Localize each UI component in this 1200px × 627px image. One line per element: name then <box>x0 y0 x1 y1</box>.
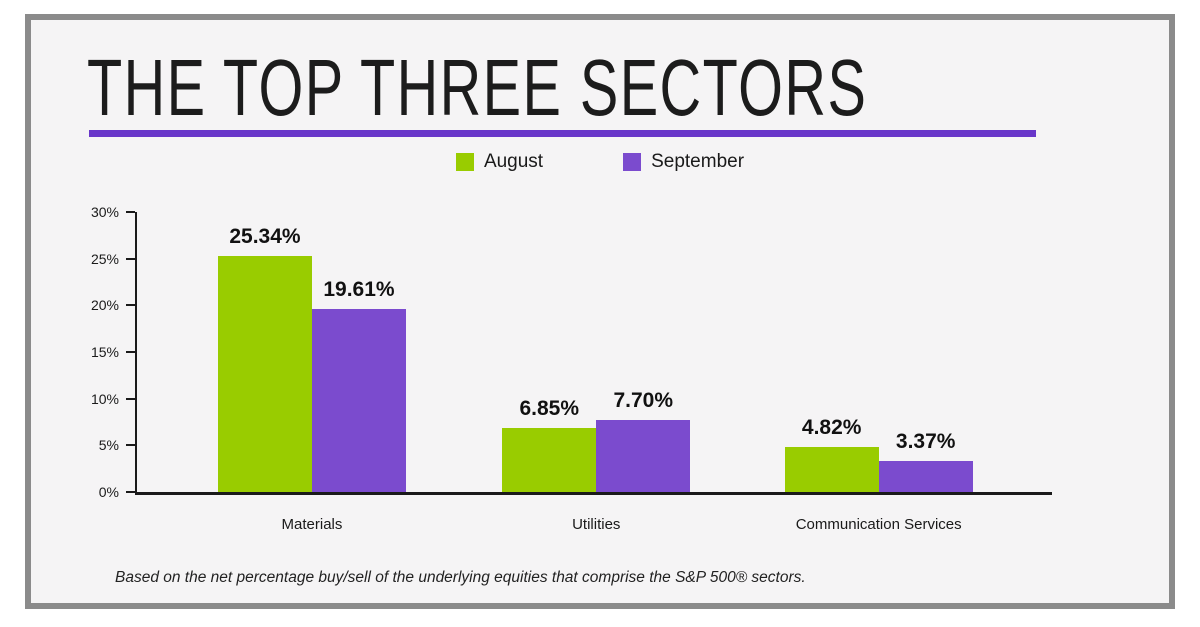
bar-column: 6.85% <box>502 397 597 492</box>
bar-september-materials <box>311 308 406 492</box>
bar-september-communication-services <box>878 460 973 492</box>
y-tick-label: 25% <box>90 250 119 267</box>
bar-column: 3.37% <box>878 430 973 492</box>
bar-chart: 0% 5% 10% 15% 20% 25% 30% 25.34% 19.61% 6.85% 7.70… <box>31 20 1169 603</box>
category-label-materials: Materials <box>281 516 343 533</box>
bar-column: 19.61% <box>311 278 406 492</box>
bar-value-label: 3.37% <box>895 429 956 453</box>
title-underline <box>89 130 1036 137</box>
bar-august-materials <box>217 255 312 492</box>
y-tick-mark <box>126 397 135 400</box>
category-label-communication-services: Communication Services <box>795 516 962 533</box>
bar-column: 7.70% <box>596 389 691 492</box>
bar-value-label: 25.34% <box>229 224 301 248</box>
slide: THE TOP THREE SECTORS August September 0… <box>31 20 1169 603</box>
slide-frame: THE TOP THREE SECTORS August September 0… <box>25 14 1175 609</box>
legend-label-september: September <box>651 151 745 172</box>
legend-item-august: August <box>455 151 544 173</box>
y-tick-label: 0% <box>98 484 119 500</box>
y-tick-mark <box>126 304 135 307</box>
bar-group-utilities: 6.85% 7.70% <box>502 389 691 492</box>
chart-legend: August September <box>31 151 1169 173</box>
y-tick-mark <box>126 444 135 447</box>
y-tick-mark <box>126 257 135 260</box>
y-axis <box>135 212 137 494</box>
category-label-utilities: Utilities <box>572 516 621 533</box>
bar-august-utilities <box>502 428 597 492</box>
y-tick-label: 15% <box>90 344 119 360</box>
august-swatch-icon <box>455 153 474 171</box>
bar-value-label: 6.85% <box>519 397 580 421</box>
bar-value-label: 4.82% <box>801 416 862 440</box>
y-tick-mark <box>126 211 135 213</box>
legend-item-september: September <box>623 151 744 173</box>
september-swatch-icon <box>623 153 642 171</box>
y-tick-mark <box>126 491 135 493</box>
y-tick-label: 30% <box>90 204 119 220</box>
bar-column: 4.82% <box>784 416 879 492</box>
y-tick-label: 10% <box>90 390 119 407</box>
bar-value-label: 19.61% <box>323 277 395 301</box>
bar-group-communication-services: 4.82% 3.37% <box>784 416 973 492</box>
footnote: Based on the net percentage buy/sell of … <box>115 569 806 586</box>
y-tick-label: 20% <box>90 297 119 314</box>
page-title: THE TOP THREE SECTORS <box>87 43 868 132</box>
bar-column: 25.34% <box>217 225 312 492</box>
y-tick-mark <box>126 351 135 353</box>
bar-group-materials: 25.34% 19.61% <box>217 225 406 492</box>
x-axis <box>135 492 1052 495</box>
legend-label-august: August <box>483 151 544 172</box>
y-tick-label: 5% <box>98 437 119 454</box>
plot-area: 0% 5% 10% 15% 20% 25% 30% 25.34% 19.61% 6.85% 7.70… <box>91 204 1052 500</box>
bar-value-label: 7.70% <box>613 389 674 413</box>
bar-august-communication-services <box>784 447 879 492</box>
bar-september-utilities <box>596 420 691 492</box>
